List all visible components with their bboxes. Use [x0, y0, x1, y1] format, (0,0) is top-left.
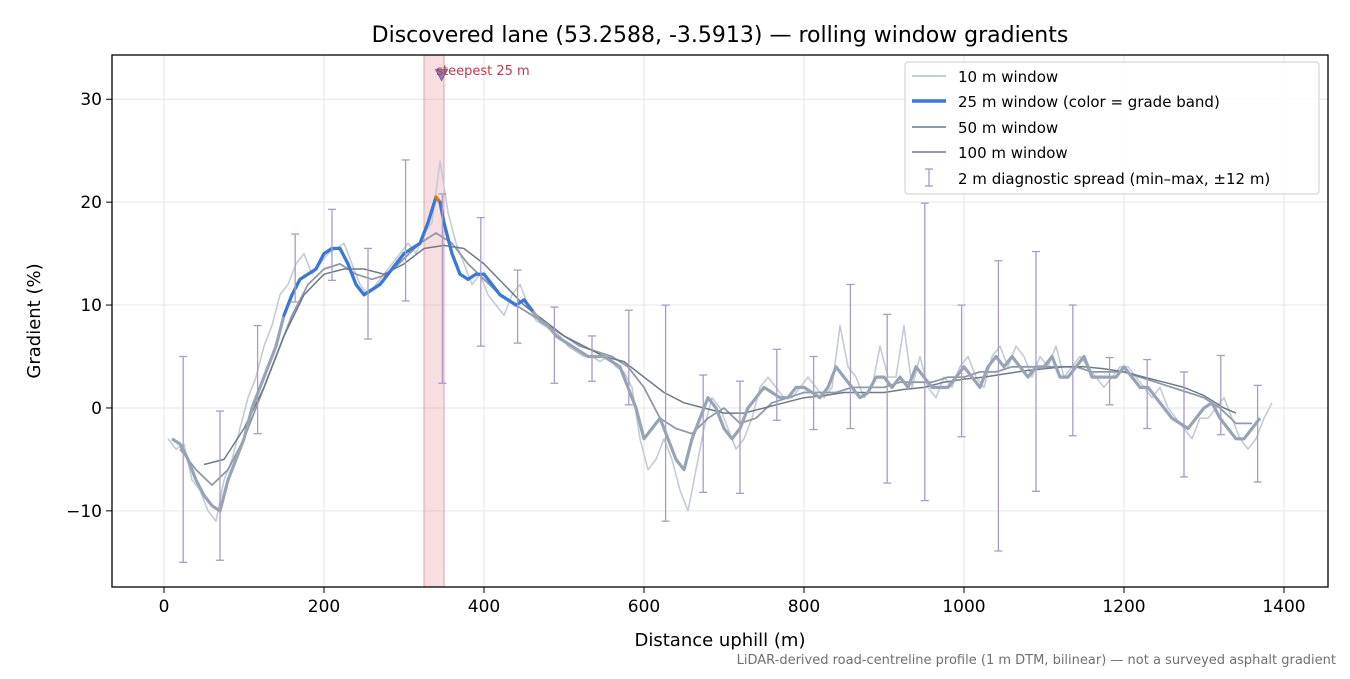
series-segment-w25	[490, 282, 502, 297]
series-segment-w25	[346, 262, 358, 287]
y-tick-label: 30	[80, 90, 102, 110]
errorbar	[513, 269, 522, 344]
errorbar	[1068, 304, 1077, 437]
legend-label-errorbar: 2 m diagnostic spread (min–max, ±12 m)	[958, 170, 1270, 188]
series-lines	[167, 160, 1273, 522]
errorbar	[1032, 250, 1040, 492]
errorbar	[291, 233, 300, 303]
plot-frame	[111, 54, 1329, 588]
errorbar	[476, 216, 485, 347]
x-tick-label: 0	[159, 597, 170, 617]
errorbar	[1253, 384, 1262, 483]
y-tick-label: 10	[80, 296, 102, 316]
errorbar	[550, 306, 559, 384]
errorbar	[328, 208, 336, 282]
errorbar	[1143, 358, 1152, 430]
y-tick-label: 0	[91, 399, 102, 419]
errorbar	[438, 193, 447, 384]
errorbar	[920, 202, 929, 502]
series-line-w100	[203, 244, 1237, 466]
errorbar	[957, 304, 966, 438]
axis-ticks: 0 200 400 600 800 1000 1200 1400 −10 0 10 20 30	[66, 90, 1306, 617]
errorbar	[661, 304, 670, 522]
series-segment-w25	[290, 277, 302, 297]
x-tick-label: 200	[308, 597, 340, 617]
series-segment-w25	[354, 282, 366, 297]
series-line-w10	[167, 160, 1273, 522]
x-tick-label: 600	[628, 597, 660, 617]
y-tick-label: −10	[66, 502, 102, 522]
x-tick-label: 1000	[942, 597, 985, 617]
footnote: LiDAR-derived road-centreline profile (1…	[737, 653, 1336, 668]
legend-label-w100: 100 m window	[958, 144, 1068, 162]
series-segment-w25	[378, 272, 390, 287]
errorbar	[401, 159, 410, 302]
y-axis-label: Gradient (%)	[24, 263, 45, 378]
steepest-marker	[434, 69, 449, 82]
series-segment-w25	[426, 195, 438, 225]
errorbar	[994, 260, 1003, 552]
errorbar	[883, 313, 892, 484]
x-tick-label: 400	[468, 597, 500, 617]
x-tick-label: 800	[788, 597, 820, 617]
errorbar	[1180, 371, 1188, 478]
errorbar	[179, 355, 188, 563]
series-segment-w25	[394, 251, 406, 266]
series-segment-w25	[450, 251, 462, 276]
x-tick-label: 1400	[1262, 597, 1305, 617]
legend-label-w25: 25 m window (color = grade band)	[958, 93, 1220, 111]
errorbar	[588, 335, 596, 382]
series-segment-w25	[442, 221, 454, 256]
steepest-highlight	[423, 54, 445, 588]
series-segment-w25	[386, 262, 398, 276]
chart-title: Discovered lane (53.2588, -3.5913) — rol…	[372, 23, 1069, 48]
diagnostic-errorbars	[179, 69, 1262, 563]
errorbar	[216, 410, 224, 561]
legend-box	[904, 61, 1320, 195]
errorbar	[772, 348, 781, 421]
series-segment-w25	[314, 251, 326, 271]
series-segment-w25	[418, 221, 430, 245]
series-segment-w25	[482, 272, 494, 287]
series-segment-w25	[338, 246, 350, 266]
x-axis-label: Distance uphill (m)	[635, 630, 806, 651]
x-tick-label: 1200	[1102, 597, 1145, 617]
errorbar	[699, 374, 708, 493]
series-line-w50	[179, 232, 1252, 487]
legend: 10 m window 25 m window (color = grade b…	[904, 61, 1320, 195]
steepest-annotation: steepest 25 m	[436, 64, 529, 79]
errorbar	[809, 355, 818, 431]
y-tick-label: 20	[80, 193, 102, 213]
errorbar	[253, 324, 262, 435]
legend-swatch-errorbar	[925, 168, 933, 187]
errorbar	[364, 247, 372, 340]
errorbar	[736, 380, 744, 495]
series-segment-w25	[522, 298, 534, 312]
steepest-band	[423, 54, 445, 588]
series-segment-w25	[282, 293, 294, 317]
errorbar	[1216, 354, 1225, 436]
series-line-w25	[171, 195, 1262, 513]
legend-label-w50: 50 m window	[958, 119, 1058, 137]
legend-label-w10: 10 m window	[958, 68, 1058, 86]
errorbar	[1105, 356, 1114, 406]
errorbar	[846, 283, 855, 430]
errorbar	[624, 309, 633, 406]
